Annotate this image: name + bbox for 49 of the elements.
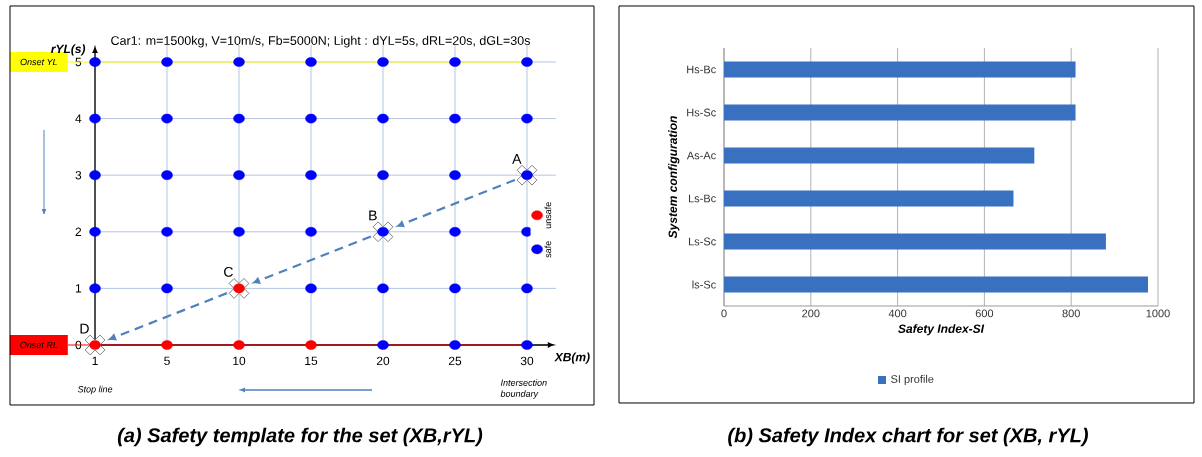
text: (a) Safety template for the set (XB,rYL) (117, 427, 483, 447)
legend-label: safe (544, 241, 552, 258)
text: Stop line (77, 385, 113, 395)
legend-label: SI profile (891, 374, 934, 386)
y-tick-label: 4 (75, 114, 82, 123)
x-tick-label: 15 (305, 356, 318, 366)
x-tick-label: 0 (721, 309, 727, 318)
y-tick-label: Ls-Sc (689, 237, 716, 246)
x-tick-label: 1 (92, 356, 98, 365)
x-tick-label: 1000 (1146, 309, 1170, 318)
bar (724, 147, 1035, 164)
y-tick-label: Hs-Sc (687, 108, 716, 117)
ref-line-label: Onset RL (20, 341, 58, 349)
x-tick-label: 800 (1062, 309, 1080, 318)
text: (b) Safety Index chart for set (XB, rYL) (728, 427, 1088, 447)
y-tick-label: 3 (75, 170, 82, 180)
y-tick-label: Hs-Bc (687, 65, 716, 74)
x-tick-label: 400 (888, 309, 907, 318)
x-axis-title: Safety Index-SI (898, 324, 985, 336)
bar (724, 104, 1076, 121)
y-tick-label: ls-Sc (692, 280, 716, 289)
bar (724, 276, 1149, 293)
x-tick-label: 5 (164, 356, 170, 366)
text: Intersection boundary (500, 379, 547, 399)
y-axis-title: rYL(s) (51, 44, 86, 56)
y-tick-label: 1 (75, 284, 82, 293)
x-tick-label: 600 (975, 309, 994, 318)
y-tick-label: Ls-Bc (689, 194, 716, 203)
bar (724, 233, 1106, 250)
x-tick-label: 30 (520, 356, 534, 366)
chart-subtitle: Car1: m=1500kg, V=10m/s, Fb=5000N; Light : dYL=5s, dRL=20s, dGL=30s (111, 35, 530, 48)
bar (724, 61, 1076, 78)
y-tick-label: As-Ac (686, 151, 716, 160)
x-tick-label: 10 (233, 356, 246, 366)
y-axis-title: System configuration (668, 116, 680, 239)
legend-label: unsafe (544, 202, 552, 229)
annotation: B (369, 210, 377, 221)
y-tick-label: 0 (75, 340, 82, 350)
annotation: A (512, 154, 522, 164)
annotation: C (224, 266, 233, 277)
ref-line-label: Onset YL (20, 58, 57, 66)
x-tick-label: 20 (376, 356, 390, 366)
x-tick-label: 25 (448, 356, 462, 366)
x-axis-title: XB(m) (554, 352, 590, 364)
y-tick-label: 5 (75, 57, 82, 67)
bar (724, 190, 1014, 207)
annotation: D (80, 323, 89, 334)
x-tick-label: 200 (802, 309, 820, 318)
y-tick-label: 2 (75, 227, 82, 236)
